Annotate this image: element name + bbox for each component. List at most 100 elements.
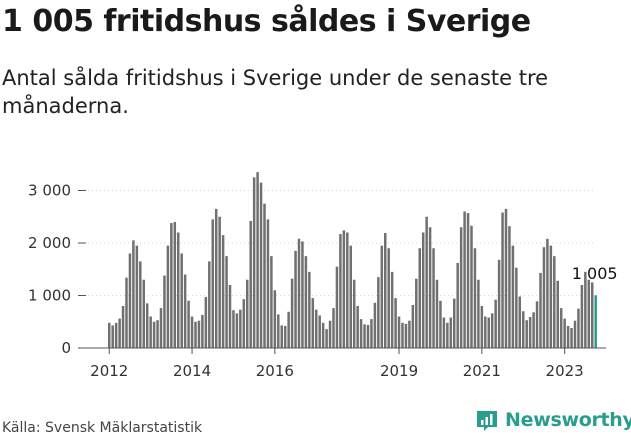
bar bbox=[263, 203, 266, 348]
bar bbox=[256, 172, 259, 348]
bar-series bbox=[108, 172, 597, 348]
bar bbox=[508, 226, 511, 348]
bar bbox=[277, 314, 280, 348]
bar bbox=[259, 182, 263, 348]
bar bbox=[321, 322, 325, 348]
source-note: Källa: Svensk Mäklarstatistik bbox=[2, 420, 203, 436]
bar bbox=[249, 220, 252, 348]
bar bbox=[352, 279, 356, 348]
newsworthy-icon bbox=[477, 411, 497, 431]
bar bbox=[591, 282, 594, 348]
bar bbox=[473, 248, 477, 348]
bar bbox=[201, 314, 204, 348]
bar bbox=[418, 248, 421, 348]
bar bbox=[211, 219, 214, 348]
bar bbox=[273, 290, 277, 348]
x-tick-label: 2019 bbox=[380, 362, 418, 380]
bar bbox=[187, 300, 190, 348]
bar bbox=[456, 262, 459, 348]
bar bbox=[111, 325, 114, 348]
bar bbox=[366, 324, 370, 348]
bar bbox=[435, 279, 439, 348]
bar bbox=[152, 321, 156, 348]
bar bbox=[280, 325, 283, 348]
bar bbox=[318, 315, 321, 348]
y-tick-label: 3 000 bbox=[28, 182, 71, 200]
bar bbox=[328, 320, 332, 348]
bar bbox=[170, 223, 173, 348]
bar bbox=[487, 317, 490, 348]
newsworthy-logo[interactable]: Newsworthy bbox=[475, 408, 631, 432]
bar bbox=[183, 274, 187, 348]
bar bbox=[194, 321, 197, 348]
bar bbox=[208, 261, 211, 348]
bar bbox=[397, 316, 401, 348]
bar bbox=[518, 296, 522, 348]
bar bbox=[425, 216, 428, 348]
bar bbox=[108, 322, 111, 348]
chart-subtitle: Antal sålda fritidshus i Sverige under d… bbox=[2, 66, 549, 118]
bar bbox=[504, 208, 508, 348]
bar bbox=[453, 298, 456, 348]
bar bbox=[190, 316, 194, 348]
bar-latest bbox=[594, 295, 597, 348]
bar bbox=[373, 302, 377, 348]
bar bbox=[304, 256, 308, 348]
bar bbox=[325, 329, 328, 348]
bar bbox=[308, 271, 311, 348]
x-tick-label: 2023 bbox=[546, 362, 584, 380]
bar bbox=[290, 278, 294, 348]
bar bbox=[428, 227, 432, 348]
brand-name: Newsworthy bbox=[505, 409, 631, 431]
bar bbox=[118, 318, 121, 348]
bar bbox=[556, 280, 559, 348]
bar bbox=[494, 299, 497, 348]
bar bbox=[242, 299, 246, 348]
bar bbox=[484, 316, 487, 348]
chart-title: 1 005 fritidshus såldes i Sverige bbox=[2, 4, 531, 39]
bar bbox=[463, 211, 466, 348]
bar bbox=[359, 319, 363, 348]
bar bbox=[287, 311, 290, 348]
bar bbox=[563, 318, 566, 348]
bar bbox=[401, 322, 404, 348]
x-tick-label: 2012 bbox=[90, 362, 128, 380]
bar bbox=[204, 297, 208, 348]
bar bbox=[466, 213, 470, 348]
bar bbox=[580, 285, 584, 348]
bar bbox=[283, 325, 287, 348]
bar bbox=[128, 253, 132, 348]
bar bbox=[532, 312, 535, 348]
bar bbox=[121, 306, 125, 348]
bar bbox=[535, 301, 539, 348]
bar bbox=[421, 232, 425, 348]
bar bbox=[408, 320, 411, 348]
bar bbox=[511, 245, 515, 348]
bar bbox=[501, 212, 504, 348]
bar bbox=[294, 250, 297, 348]
bar bbox=[232, 310, 235, 348]
bar bbox=[542, 247, 546, 348]
bar bbox=[156, 320, 159, 348]
y-tick-label: 1 000 bbox=[28, 287, 71, 305]
bar bbox=[459, 227, 463, 348]
bar bbox=[197, 320, 201, 348]
bar bbox=[114, 322, 118, 348]
bar bbox=[404, 323, 408, 348]
bar bbox=[163, 275, 166, 348]
bar bbox=[566, 325, 570, 348]
bar bbox=[415, 278, 418, 348]
bar bbox=[539, 272, 542, 348]
bar bbox=[252, 177, 256, 348]
bar bbox=[266, 219, 270, 348]
bar bbox=[335, 266, 339, 348]
bar bbox=[349, 245, 352, 348]
x-tick-label: 2016 bbox=[256, 362, 294, 380]
bar bbox=[515, 267, 518, 348]
bar bbox=[570, 328, 573, 348]
annotations: 1 005 bbox=[572, 264, 618, 283]
y-tick-label: 0 bbox=[61, 339, 71, 357]
bar bbox=[522, 311, 525, 348]
bar bbox=[497, 259, 501, 348]
bar bbox=[559, 308, 563, 348]
